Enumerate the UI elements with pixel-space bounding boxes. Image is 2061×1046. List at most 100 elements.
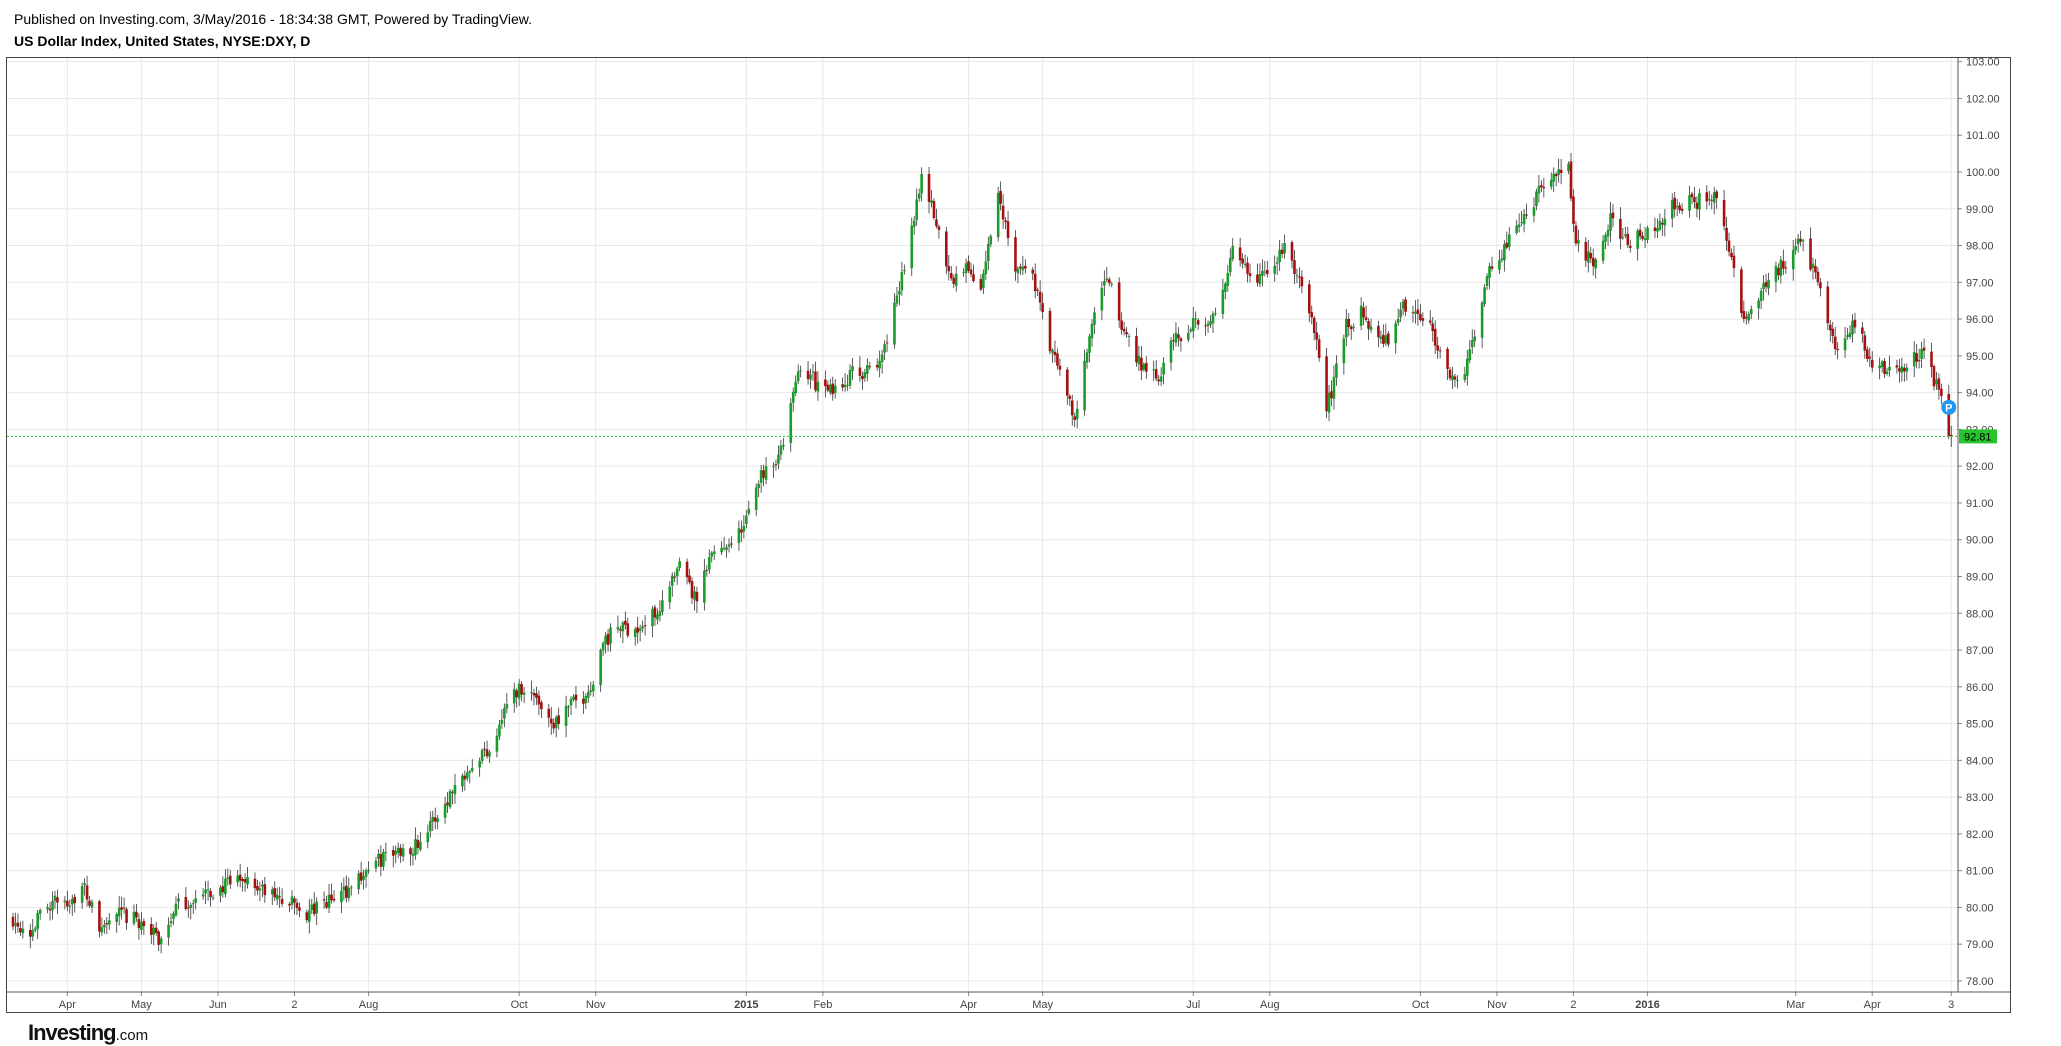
candle-up [194,898,198,903]
candle-down [1241,258,1244,264]
candle-up [505,704,509,709]
candle-down [1066,369,1069,396]
candle-down [861,376,864,380]
chart-frame[interactable]: 78.00 79.00 80.00 81.00 82.00 83.00 84.00 85.00… [6,57,2011,1045]
candle-down [184,896,188,909]
candle-down [1937,378,1941,390]
y-tick-label: 103.00 [1966,58,2000,69]
candle-up [1186,332,1190,340]
candle-down [1715,191,1718,198]
candle-up [1549,179,1553,187]
candle-up [204,889,207,894]
candle-up [900,272,904,291]
price-chart[interactable]: 78.00 79.00 80.00 81.00 82.00 83.00 84.00 85.00… [7,58,2010,1012]
candle-up [1848,332,1852,337]
candle-down [1058,365,1062,370]
candle-up [1712,192,1716,203]
candle-up [1604,235,1607,242]
candle-up [1189,329,1193,332]
candle-down [841,384,844,388]
candle-down [1421,318,1425,321]
y-tick-label: 83.00 [1966,792,1994,804]
y-tick-label: 94.00 [1966,388,1994,400]
candle-down [1179,338,1183,342]
candle-up [1379,336,1383,339]
candle-up [1801,240,1805,242]
candle-up [83,883,86,886]
candle-up [1517,224,1521,228]
candle-up [1646,227,1649,240]
candle-down [238,874,242,881]
candle-down [1135,335,1138,363]
candle-up [1483,287,1486,305]
candle-up [863,372,867,379]
candle-down [947,266,951,272]
candle-up [1468,349,1472,361]
logo-brand: Investing [28,1020,117,1045]
candle-down [1673,197,1677,210]
candle-down [999,191,1002,204]
candle-down [1041,303,1044,313]
candle-down [937,226,941,230]
candle-down [537,695,541,705]
symbol-title: US Dollar Index, United States, NYSE:DXY… [14,33,311,49]
candle-down [88,900,91,906]
candle-down [330,894,333,901]
candle-down [690,580,694,599]
candle-down [653,607,657,618]
candle-up [1228,258,1232,273]
y-tick-label: 79.00 [1966,939,1994,951]
candle-down [520,684,523,695]
candle-up [1100,287,1104,311]
candle-up [362,876,365,880]
candle-down [1863,335,1867,351]
candle-up [915,199,918,220]
candle-down [1140,357,1143,371]
candle-down [1014,237,1017,272]
candle-up [1515,225,1518,233]
candle-up [174,903,178,916]
candle-down [1542,186,1546,189]
candle-up [1796,238,1800,245]
candle-down [485,749,489,757]
candle-up [893,302,896,345]
candle-down [1001,205,1005,220]
candle-up [206,889,210,891]
candle-up [103,924,106,928]
candle-down [273,888,277,898]
candle-up [1658,220,1662,230]
candle-down [312,903,316,915]
candle-down [16,922,20,927]
candle-up [1757,300,1760,309]
candle-up [1905,367,1909,372]
candle-up [878,360,881,369]
candle-down [263,884,267,896]
candle-up [117,907,121,917]
candle-up [1088,336,1091,353]
candle-down [359,872,363,881]
candle-up [1466,358,1469,376]
candle-up [996,192,1000,238]
overlays: 92.81 P [7,399,1997,444]
candle-down [1917,360,1921,362]
candle-up [33,928,37,931]
candle-down [135,911,138,918]
candle-up [641,626,644,629]
y-tick-label: 100.00 [1966,167,2000,179]
candle-up [1211,313,1215,324]
candle-up [498,724,501,737]
candle-up [707,557,711,570]
candle-up [710,552,714,557]
candle-up [517,683,521,699]
candle-up [1463,374,1467,380]
candle-up [431,816,435,822]
candle-up [1537,185,1541,194]
candle-down [1653,227,1657,231]
candle-up [1606,229,1610,237]
candle-up [1021,266,1025,271]
candle-up [478,760,481,768]
candle-up [270,889,274,895]
candle-up [357,873,360,890]
candle-down [643,625,647,627]
candle-up [1332,376,1336,399]
